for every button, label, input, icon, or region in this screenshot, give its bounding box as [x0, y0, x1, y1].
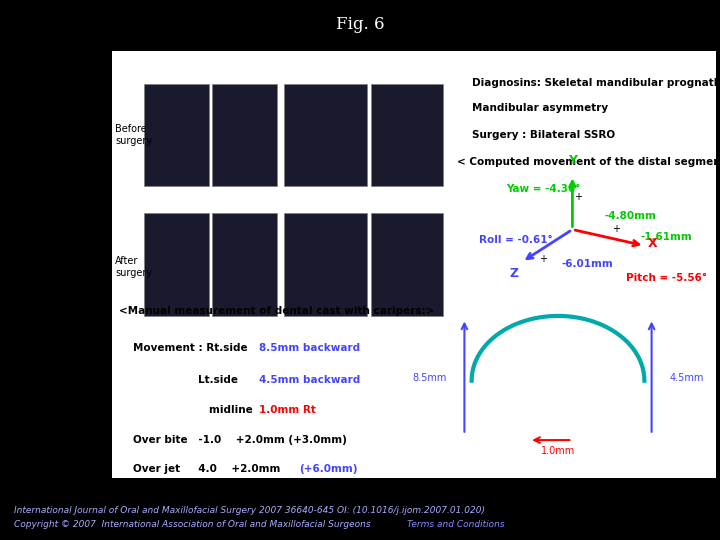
FancyBboxPatch shape	[212, 213, 277, 316]
Text: (+6.0mm): (+6.0mm)	[299, 464, 357, 475]
Text: International Journal of Oral and Maxillofacial Surgery 2007 36640-645 OI: (10.1: International Journal of Oral and Maxill…	[14, 506, 485, 515]
Text: -1.61mm: -1.61mm	[641, 232, 693, 242]
FancyBboxPatch shape	[144, 84, 209, 186]
Text: Surgery : Bilateral SSRO: Surgery : Bilateral SSRO	[472, 130, 615, 140]
Text: midline: midline	[209, 405, 260, 415]
Text: 8.5mm: 8.5mm	[412, 373, 446, 383]
Text: Mandibular asymmetry: Mandibular asymmetry	[472, 103, 608, 113]
Text: Z: Z	[509, 267, 518, 280]
Text: Over bite   -1.0    +2.0mm (+3.0mm): Over bite -1.0 +2.0mm (+3.0mm)	[133, 435, 347, 445]
Text: Lt.side: Lt.side	[198, 375, 253, 386]
Text: 8.5mm backward: 8.5mm backward	[259, 343, 360, 353]
Text: Copyright © 2007  International Association of Oral and Maxillofacial Surgeons: Copyright © 2007 International Associati…	[14, 521, 374, 529]
Text: Pitch = -5.56°: Pitch = -5.56°	[626, 273, 707, 283]
Text: Roll = -0.61°: Roll = -0.61°	[479, 235, 552, 245]
Text: Before
surgery: Before surgery	[115, 124, 153, 146]
Text: -6.01mm: -6.01mm	[562, 259, 613, 269]
Text: 1.0mm: 1.0mm	[541, 446, 575, 456]
FancyBboxPatch shape	[284, 84, 367, 186]
Text: After
surgery: After surgery	[115, 256, 153, 278]
FancyBboxPatch shape	[112, 51, 716, 478]
Text: Yaw = -4.36°: Yaw = -4.36°	[506, 184, 581, 194]
Text: <Manual measurement of dental cast with caripers:>: <Manual measurement of dental cast with …	[119, 306, 434, 316]
Text: X: X	[648, 237, 657, 249]
FancyBboxPatch shape	[144, 213, 209, 316]
Text: Fig. 6: Fig. 6	[336, 16, 384, 33]
FancyBboxPatch shape	[371, 84, 443, 186]
Text: Terms and Conditions: Terms and Conditions	[407, 521, 505, 529]
FancyBboxPatch shape	[371, 213, 443, 316]
Text: Over jet     4.0    +2.0mm: Over jet 4.0 +2.0mm	[133, 464, 284, 475]
Text: +: +	[539, 254, 547, 264]
Text: +: +	[574, 192, 582, 202]
Text: 4.5mm: 4.5mm	[670, 373, 704, 383]
FancyBboxPatch shape	[284, 213, 367, 316]
Text: 4.5mm backward: 4.5mm backward	[259, 375, 361, 386]
Text: Diagnosins: Skeletal mandibular prognathism: Diagnosins: Skeletal mandibular prognath…	[472, 78, 720, 89]
Text: Y: Y	[568, 154, 577, 167]
Text: -4.80mm: -4.80mm	[605, 211, 657, 221]
FancyBboxPatch shape	[212, 84, 277, 186]
Text: < Computed movement of the distal segment>: < Computed movement of the distal segmen…	[457, 157, 720, 167]
Text: 1.0mm Rt: 1.0mm Rt	[259, 405, 316, 415]
Text: +: +	[612, 224, 620, 234]
Text: Movement : Rt.side: Movement : Rt.side	[133, 343, 262, 353]
